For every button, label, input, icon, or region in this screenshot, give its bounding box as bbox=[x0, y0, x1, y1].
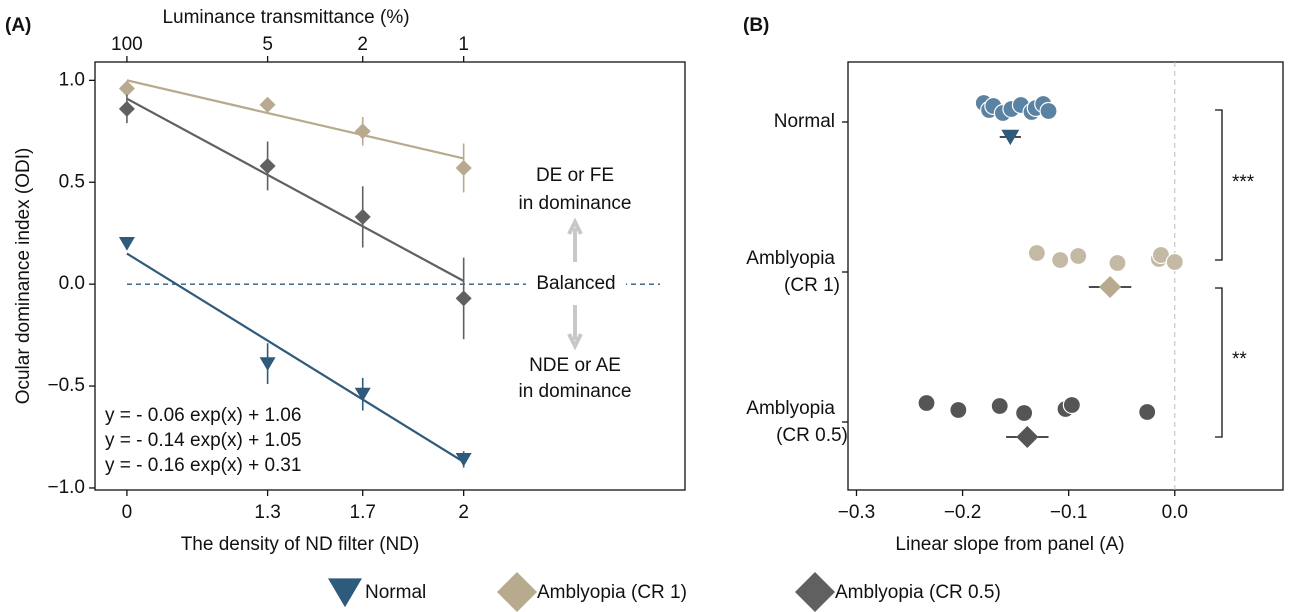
plot-frame bbox=[94, 61, 686, 491]
data-point bbox=[990, 396, 1009, 416]
fit-equation: y = - 0.14 exp(x) + 1.05 bbox=[105, 430, 301, 451]
significance-label: ** bbox=[1232, 349, 1247, 370]
legend-marker bbox=[795, 572, 835, 612]
fit-line bbox=[126, 252, 465, 463]
x2-tick-label: 5 bbox=[262, 34, 273, 55]
significance-label: *** bbox=[1232, 172, 1255, 193]
fit-equation: y = - 0.16 exp(x) + 0.31 bbox=[105, 455, 301, 476]
x2-tick-label: 1 bbox=[458, 34, 469, 55]
data-point bbox=[1039, 101, 1058, 121]
data-point bbox=[354, 387, 371, 402]
data-point bbox=[354, 123, 371, 140]
data-point bbox=[259, 157, 276, 174]
annotation: DE or FE bbox=[536, 165, 614, 186]
x-axis-label: The density of ND filter (ND) bbox=[181, 534, 420, 555]
data-point bbox=[1062, 395, 1081, 415]
mean-marker bbox=[1099, 276, 1122, 298]
mean-marker bbox=[1001, 129, 1020, 146]
y-axis-label: Ocular dominance index (ODI) bbox=[13, 148, 34, 405]
annotation: in dominance bbox=[518, 381, 631, 402]
data-point bbox=[259, 96, 276, 113]
mean-marker bbox=[1016, 426, 1039, 448]
x-tick-label: 2 bbox=[458, 502, 469, 523]
x-tick-label: −0.2 bbox=[944, 502, 982, 523]
x-tick-label: −0.1 bbox=[1050, 502, 1088, 523]
data-point bbox=[1108, 253, 1127, 273]
data-point bbox=[1051, 250, 1070, 270]
reference-label-bg bbox=[526, 272, 626, 297]
x-tick-label: 0.0 bbox=[1162, 502, 1188, 523]
reference-label: Balanced bbox=[536, 273, 615, 294]
data-point bbox=[354, 208, 371, 225]
legend-label: Amblyopia (CR 0.5) bbox=[835, 582, 1001, 603]
y-tick-label: 1.0 bbox=[59, 69, 85, 90]
category-label: Amblyopia (CR 1) bbox=[746, 248, 840, 296]
x-tick-label: −0.3 bbox=[838, 502, 876, 523]
x-tick-label: 1.7 bbox=[350, 502, 376, 523]
fit-line bbox=[126, 97, 465, 282]
data-point bbox=[455, 159, 472, 176]
y-tick-label: 0.5 bbox=[59, 171, 85, 192]
panel-label: (A) bbox=[5, 15, 31, 36]
data-point bbox=[917, 393, 936, 413]
category-label: Normal bbox=[774, 111, 835, 132]
data-point bbox=[118, 80, 135, 97]
arrow-up bbox=[567, 217, 583, 262]
category-label: Amblyopia (CR 0.5) bbox=[746, 398, 848, 446]
arrow-down bbox=[567, 305, 583, 351]
legend-label: Amblyopia (CR 1) bbox=[537, 582, 687, 603]
data-point bbox=[118, 236, 135, 251]
panel-label: (B) bbox=[743, 15, 769, 36]
annotation: in dominance bbox=[518, 193, 631, 214]
data-point bbox=[949, 400, 968, 420]
data-point bbox=[455, 290, 472, 307]
data-point bbox=[455, 453, 472, 467]
x2-axis-label: Luminance transmittance (%) bbox=[162, 7, 409, 28]
y-tick-label: −0.5 bbox=[47, 375, 85, 396]
y-tick-label: 0.0 bbox=[59, 273, 85, 294]
data-point bbox=[1165, 252, 1184, 272]
x2-tick-label: 100 bbox=[111, 34, 143, 55]
x-axis-label: Linear slope from panel (A) bbox=[895, 534, 1124, 555]
fit-equation: y = - 0.06 exp(x) + 1.06 bbox=[105, 405, 301, 426]
x-tick-label: 1.3 bbox=[254, 502, 280, 523]
legend-marker bbox=[497, 572, 537, 612]
data-point bbox=[1069, 246, 1088, 266]
data-point bbox=[1138, 402, 1157, 422]
y-tick-label: −1.0 bbox=[47, 477, 85, 498]
significance-bracket bbox=[1215, 109, 1223, 261]
fit-line bbox=[126, 79, 464, 160]
legend-marker bbox=[328, 578, 362, 608]
data-point bbox=[118, 100, 135, 117]
x-tick-label: 0 bbox=[122, 502, 133, 523]
legend-label: Normal bbox=[365, 582, 426, 603]
significance-bracket bbox=[1215, 287, 1223, 438]
plot-frame bbox=[847, 61, 1284, 491]
data-point bbox=[1027, 243, 1046, 263]
x2-tick-label: 2 bbox=[357, 34, 368, 55]
data-point bbox=[259, 357, 276, 371]
data-point bbox=[1015, 403, 1034, 423]
annotation: NDE or AE bbox=[529, 355, 621, 376]
